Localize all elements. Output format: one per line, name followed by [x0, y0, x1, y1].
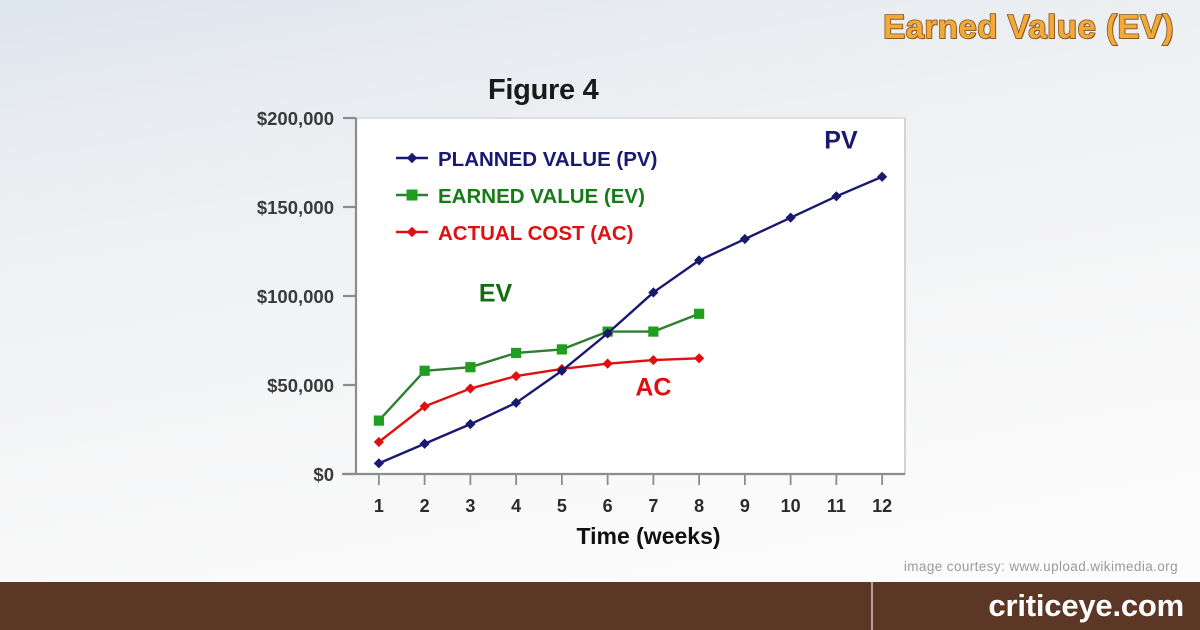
footer-divider [871, 582, 873, 630]
data-point-ac-w6 [602, 358, 613, 369]
series-line-ev [377, 312, 701, 422]
image-courtesy-note: image courtesy: www.upload.wikimedia.org [903, 559, 1178, 574]
legend-marker-ev [406, 189, 418, 201]
data-point-pv-w7 [648, 287, 659, 298]
site-name-label: criticeye.com [988, 588, 1184, 623]
y-axis-tick-label: $100,000 [257, 286, 334, 307]
y-axis-tick-label: $50,000 [267, 375, 334, 396]
data-point-pv-w8 [694, 255, 705, 266]
data-point-pv-w5 [556, 365, 567, 376]
series-pv [373, 171, 888, 469]
data-point-ac-w8 [694, 353, 705, 364]
data-point-ev-w3 [465, 362, 476, 373]
data-point-ac-w7 [648, 354, 659, 366]
legend-label-pv: PLANNED VALUE (PV) [438, 148, 657, 171]
x-axis-tick-label: 8 [694, 496, 704, 516]
data-point-pv-w4 [511, 397, 522, 408]
y-axis-tick-label: $200,000 [257, 108, 334, 129]
x-axis-tick-label: 5 [557, 496, 567, 516]
data-point-pv-w11 [831, 191, 842, 202]
data-point-pv-w12 [877, 171, 888, 182]
data-point-ev-w7 [648, 326, 659, 337]
y-axis-tick-label: $0 [313, 464, 334, 485]
annotation-pv: PV [824, 126, 858, 154]
data-point-pv-w2 [419, 438, 430, 449]
data-point-ac-w3 [465, 383, 476, 394]
x-axis-tick-label: 7 [648, 496, 658, 516]
x-axis-tick-label: 11 [827, 496, 846, 516]
data-point-pv-w3 [465, 419, 476, 430]
header-bar: Earned Value (EV) [0, 0, 1200, 58]
data-point-ev-w4 [511, 347, 522, 359]
legend-marker-ac [406, 226, 418, 238]
data-point-ev-w5 [556, 344, 567, 355]
x-axis-tick-label: 1 [374, 496, 384, 516]
chart-title: Figure 4 [488, 74, 599, 106]
data-point-ev-w1 [373, 415, 384, 426]
data-point-pv-w10 [785, 212, 796, 223]
series-line-pv [377, 175, 884, 465]
annotation-ac: AC [635, 374, 671, 402]
data-point-pv-w1 [373, 458, 384, 469]
data-point-ac-w4 [511, 370, 522, 382]
legend-label-ac: ACTUAL COST (AC) [438, 222, 634, 245]
plot-background [356, 118, 905, 474]
data-point-ev-w8 [694, 308, 705, 319]
annotation-ev: EV [479, 279, 513, 307]
x-axis-tick-label: 10 [781, 496, 801, 516]
data-point-ac-w1 [373, 436, 384, 448]
earned-value-chart-figure: Figure 4 $0 $50,000 $100,000 $150,000 $200,0… [228, 62, 928, 567]
x-axis-tick-label: 2 [420, 496, 430, 516]
data-point-ev-w2 [419, 365, 430, 376]
series-line-ac [377, 357, 701, 444]
legend-label-ev: EARNED VALUE (EV) [438, 185, 645, 208]
legend-marker-pv [406, 152, 418, 164]
x-axis-title: Time (weeks) [576, 523, 720, 549]
page-title: Earned Value (EV) [882, 7, 1174, 46]
legend-item-ac: ACTUAL COST (AC) [396, 222, 634, 245]
data-point-pv-w6 [602, 328, 613, 339]
data-point-pv-w9 [739, 233, 750, 245]
x-axis-tick-label: 12 [872, 496, 892, 516]
x-axis-tick-label: 9 [740, 496, 750, 516]
legend-item-pv: PLANNED VALUE (PV) [396, 148, 657, 171]
data-point-ac-w2 [419, 401, 430, 412]
x-axis-tick-label: 6 [603, 496, 613, 516]
x-axis-tick-label: 3 [465, 496, 475, 516]
legend-item-ev: EARNED VALUE (EV) [396, 185, 645, 208]
y-axis-tick-label: $150,000 [257, 197, 334, 218]
footer-bar: criticeye.com [0, 582, 1200, 630]
x-axis-tick-label: 4 [511, 496, 521, 516]
